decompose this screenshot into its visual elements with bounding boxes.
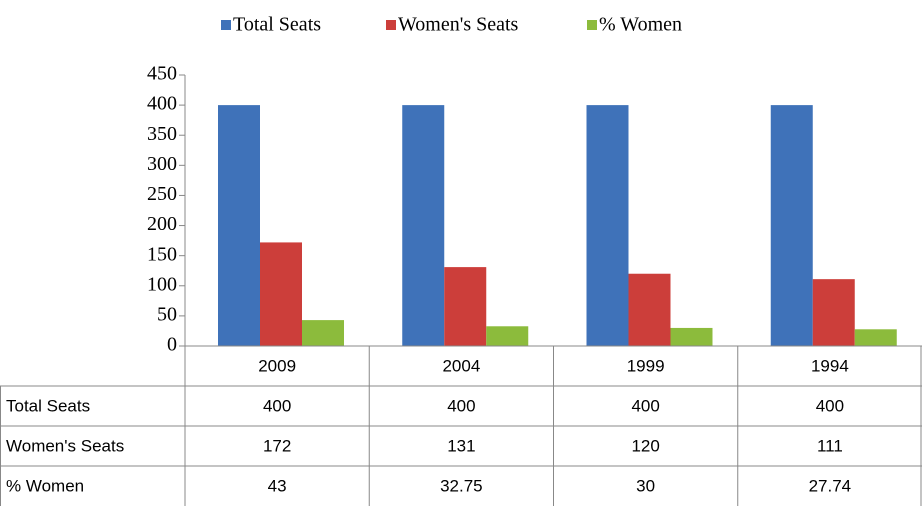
y-tick-label: 100 — [147, 273, 177, 295]
bar — [812, 279, 855, 346]
y-tick-label: 0 — [167, 334, 177, 356]
y-tick-label: 50 — [157, 303, 177, 325]
bar — [444, 267, 487, 346]
legend-label: Women's Seats — [398, 14, 519, 36]
legend-swatch — [221, 20, 231, 30]
x-tick-label: 1999 — [627, 356, 665, 375]
table-cell: 120 — [631, 436, 659, 455]
table-cell: 27.74 — [809, 476, 852, 495]
legend-swatch — [386, 20, 396, 30]
y-tick-label: 400 — [147, 93, 177, 115]
y-tick-label: 200 — [147, 213, 177, 235]
bar — [670, 327, 713, 346]
bar — [402, 105, 445, 346]
table-row-label: % Women — [6, 476, 84, 495]
table-cell: 400 — [447, 396, 475, 415]
table-cell: 30 — [636, 476, 655, 495]
y-tick-label: 350 — [147, 123, 177, 145]
bar — [770, 105, 813, 346]
bar — [628, 273, 671, 346]
x-tick-label: 2004 — [442, 356, 480, 375]
bar — [586, 105, 629, 346]
legend-swatch — [587, 20, 597, 30]
table-cell: 400 — [631, 396, 659, 415]
table-cell: 400 — [263, 396, 291, 415]
bar — [854, 329, 897, 346]
bar — [218, 105, 260, 346]
x-tick-label: 1994 — [811, 356, 849, 375]
table-cell: 400 — [816, 396, 844, 415]
bar — [486, 326, 529, 346]
table-cell: 172 — [263, 436, 291, 455]
bar — [302, 320, 344, 346]
legend-label: % Women — [599, 14, 682, 36]
bar — [260, 242, 302, 346]
y-tick-label: 150 — [147, 243, 177, 265]
y-tick-label: 250 — [147, 183, 177, 205]
y-tick-label: 450 — [147, 63, 177, 85]
table-cell: 111 — [817, 436, 843, 455]
x-tick-label: 2009 — [258, 356, 296, 375]
table-cell: 32.75 — [440, 476, 483, 495]
legend-label: Total Seats — [233, 14, 321, 36]
table-cell: 131 — [447, 436, 475, 455]
table-row-label: Women's Seats — [6, 436, 124, 455]
table-cell: 43 — [268, 476, 287, 495]
table-row-label: Total Seats — [6, 396, 90, 415]
y-tick-label: 300 — [147, 153, 177, 175]
